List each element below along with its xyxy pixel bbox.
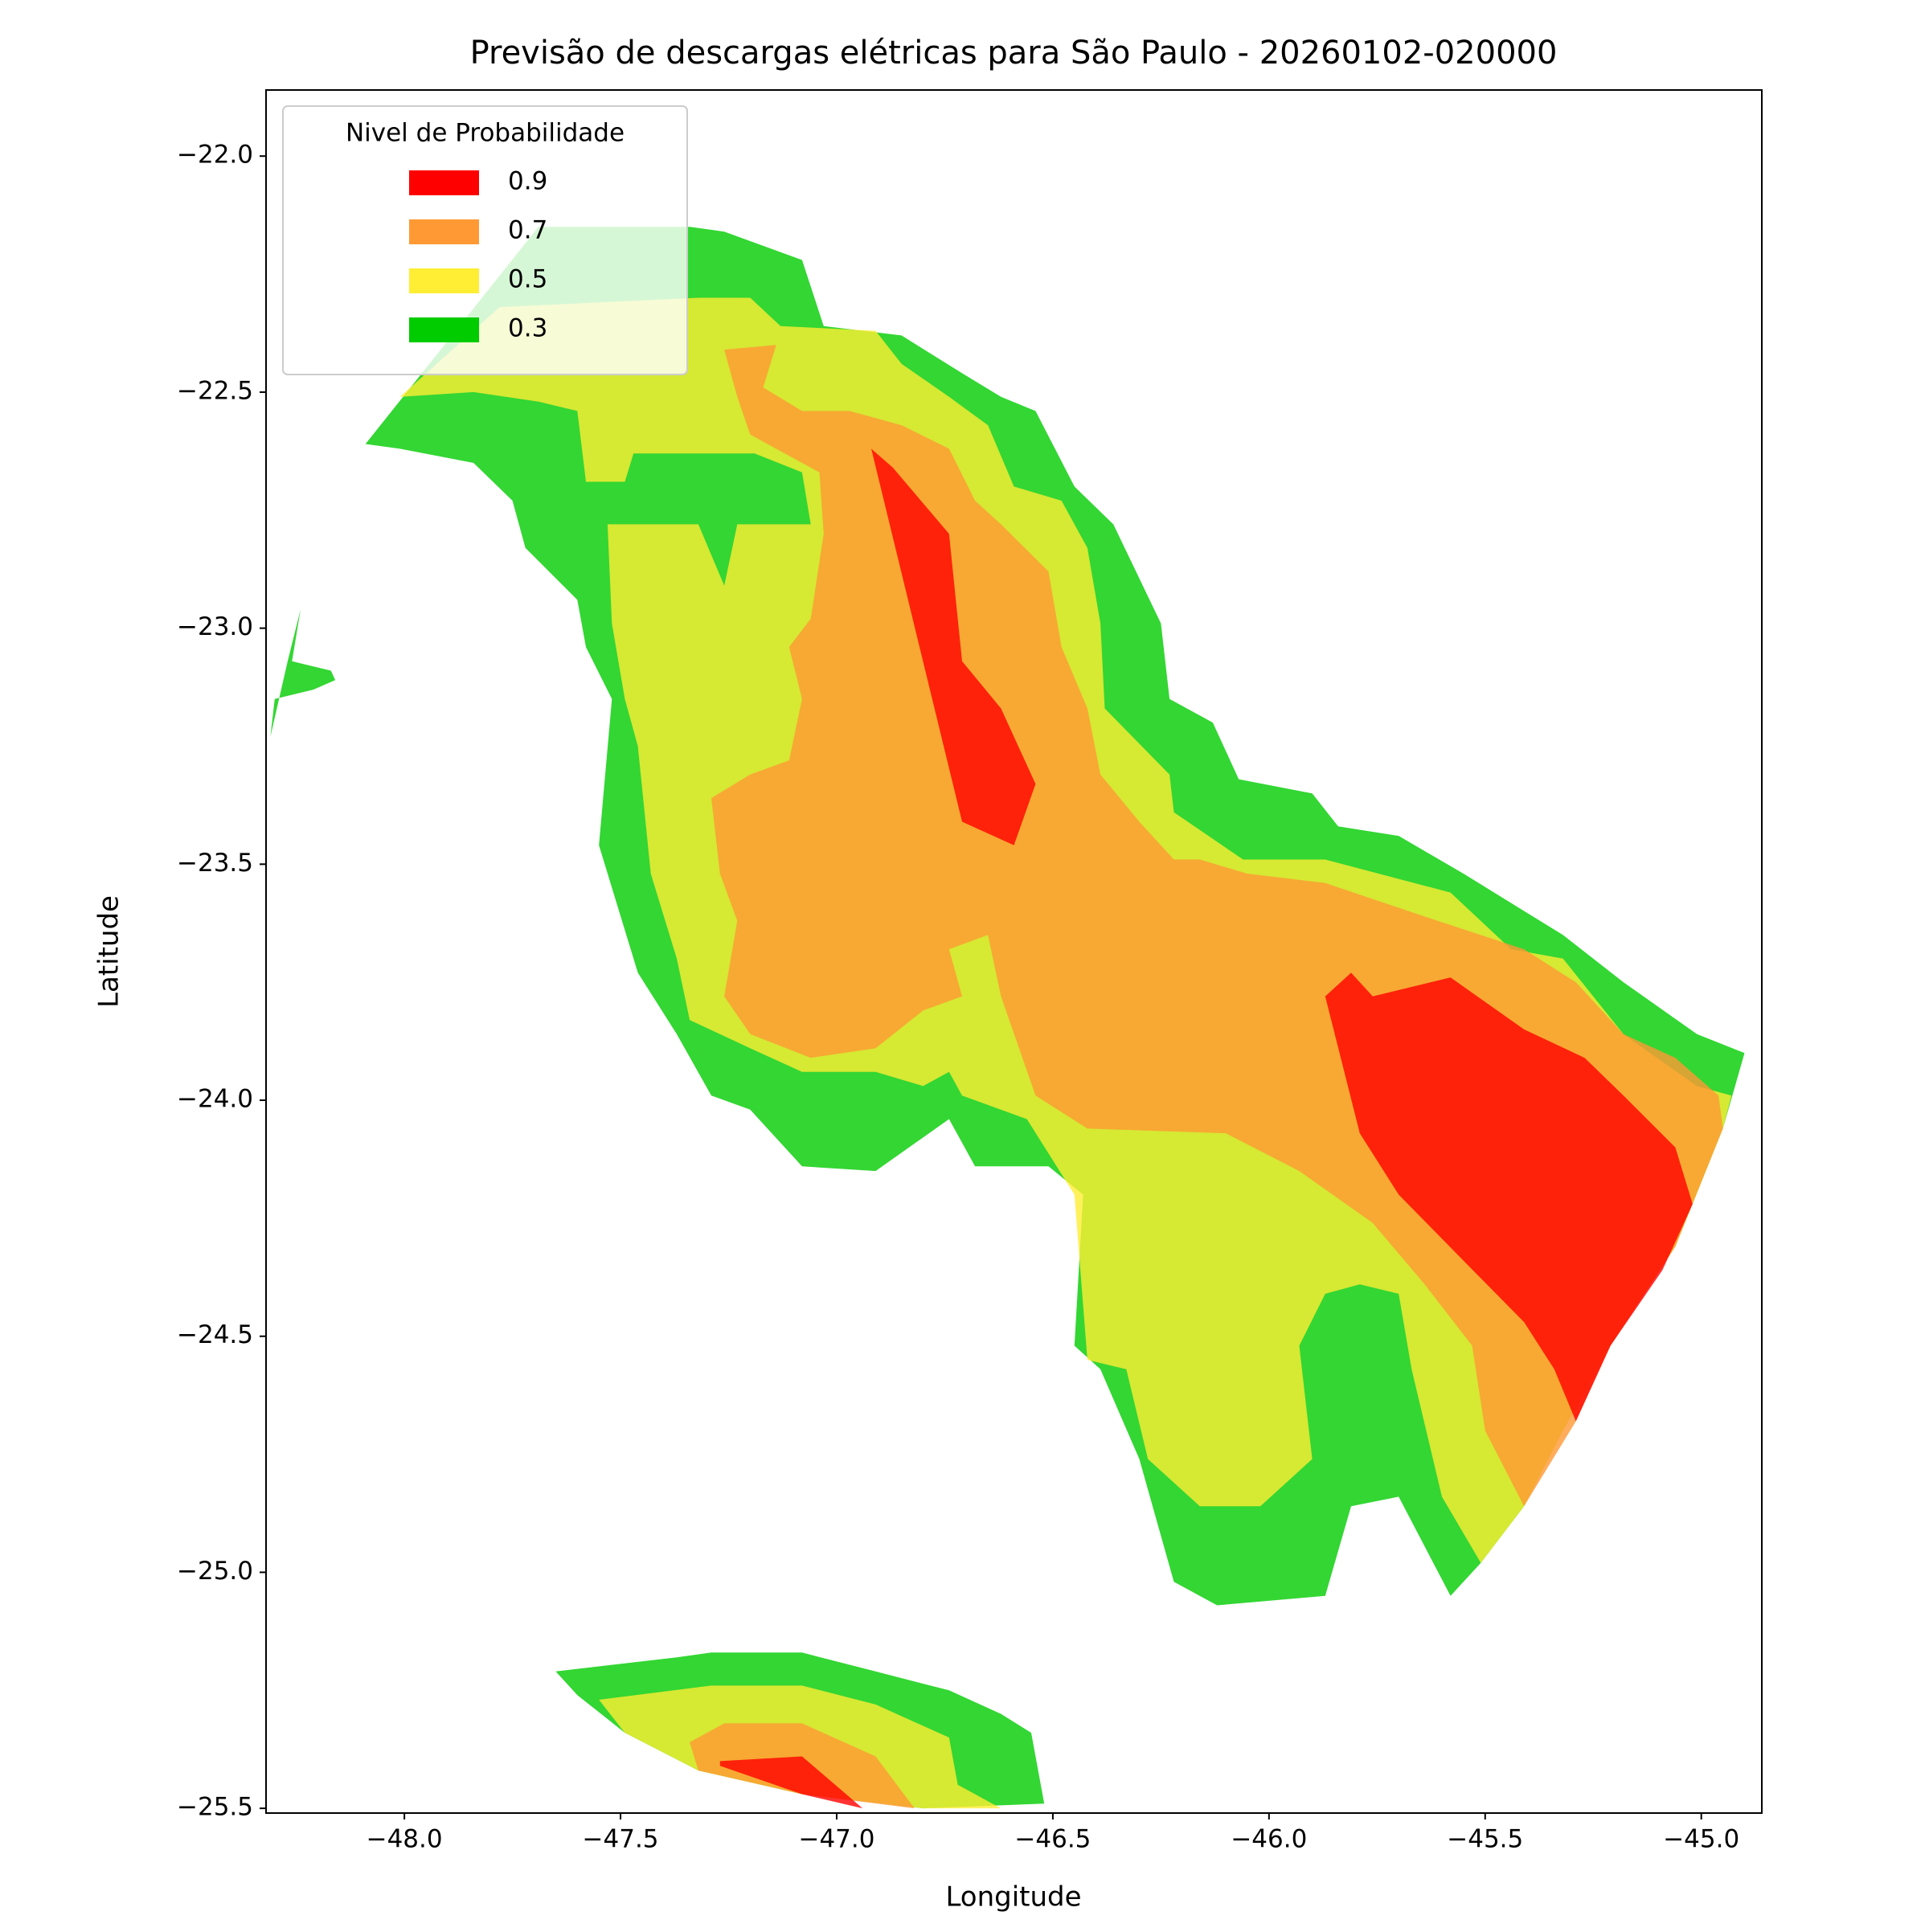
legend-title: Nivel de Probabilidade bbox=[346, 119, 625, 148]
contour-layer bbox=[270, 227, 1745, 1809]
contour-region bbox=[871, 448, 1036, 845]
x-tick-label: −46.5 bbox=[1014, 1825, 1091, 1854]
y-tick-label: −25.0 bbox=[177, 1557, 253, 1586]
contour-region bbox=[1325, 972, 1693, 1422]
contour-region bbox=[270, 609, 336, 737]
y-tick-label: −24.5 bbox=[177, 1320, 253, 1349]
y-tick-label: −24.0 bbox=[177, 1085, 253, 1114]
x-tick-label: −47.0 bbox=[798, 1825, 874, 1854]
x-tick-label: −45.0 bbox=[1663, 1825, 1739, 1854]
y-axis-label: Latitude bbox=[93, 895, 125, 1008]
legend-label: 0.9 bbox=[508, 167, 547, 196]
plot-frame bbox=[265, 89, 1763, 1814]
y-tick-label: −22.0 bbox=[177, 141, 253, 170]
x-tick-label: −46.0 bbox=[1231, 1825, 1307, 1854]
legend-swatch bbox=[409, 170, 479, 195]
legend-swatch bbox=[409, 268, 479, 293]
legend-swatch bbox=[409, 317, 479, 342]
contour-region bbox=[719, 1756, 863, 1809]
x-tick-label: −48.0 bbox=[367, 1825, 443, 1854]
y-tick-label: −23.0 bbox=[177, 612, 253, 641]
legend-swatch bbox=[409, 219, 479, 244]
chart-title: Previsão de descargas elétricas para São… bbox=[470, 35, 1558, 72]
legend-box bbox=[282, 105, 688, 375]
y-tick-label: −25.5 bbox=[177, 1793, 253, 1822]
legend-label: 0.3 bbox=[508, 314, 547, 343]
x-axis-label: Longitude bbox=[945, 1881, 1081, 1914]
legend-label: 0.7 bbox=[508, 216, 547, 245]
x-tick-label: −45.5 bbox=[1447, 1825, 1523, 1854]
y-tick-label: −23.5 bbox=[177, 849, 253, 878]
x-tick-label: −47.5 bbox=[583, 1825, 659, 1854]
y-tick-label: −22.5 bbox=[177, 376, 253, 405]
legend: Nivel de Probabilidade 0.9 0.7 0.5 0.3 bbox=[282, 105, 688, 375]
legend-label: 0.5 bbox=[508, 265, 547, 294]
